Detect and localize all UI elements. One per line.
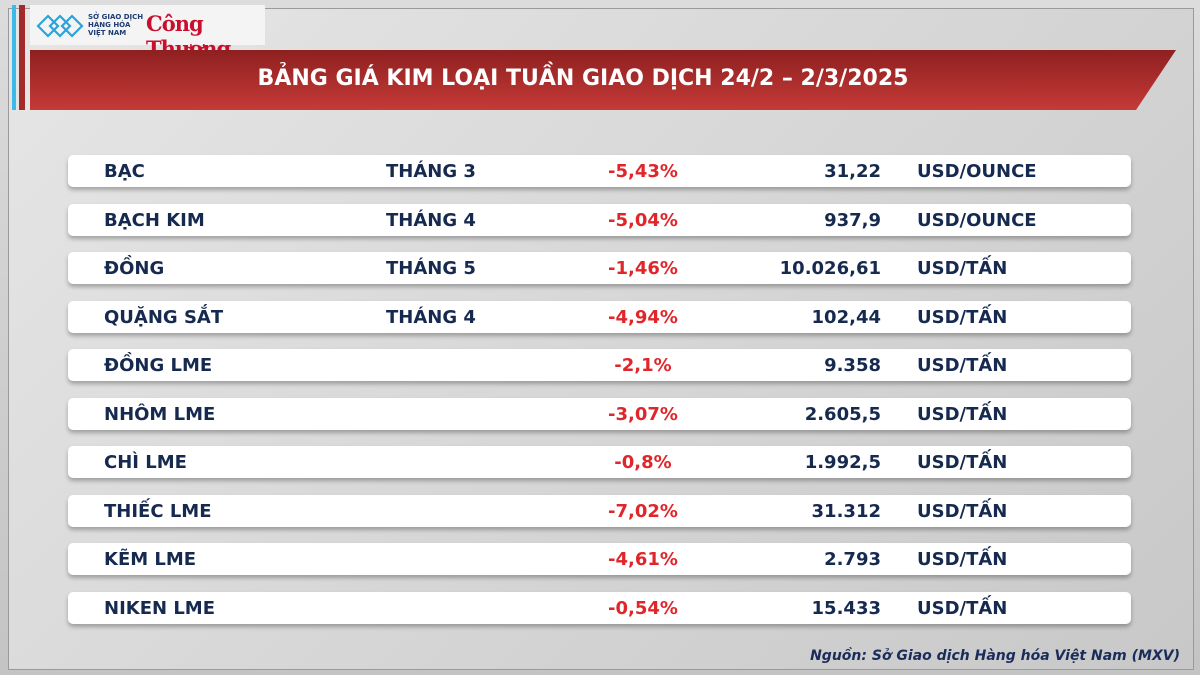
accent-stripe-blue (12, 5, 16, 110)
mxv-logo-line: HÀNG HÓA (88, 21, 131, 29)
price-change: -5,04% (608, 209, 678, 231)
price-unit: USD/OUNCE (917, 209, 1037, 231)
price-change: -4,61% (608, 549, 678, 570)
table-row: CHÌ LME -0,8% 1.992,5 USD/TẤN (68, 446, 1131, 478)
price-change: -1,46% (608, 258, 678, 279)
mxv-logo-text: SỞ GIAO DỊCH HÀNG HÓA VIỆT NAM (88, 13, 143, 37)
metal-name: BẠC (104, 161, 145, 182)
metal-name: KẼM LME (104, 549, 197, 570)
table-row: THIẾC LME -7,02% 31.312 USD/TẤN (68, 494, 1131, 527)
price-change: -0,54% (608, 597, 678, 619)
price-unit: USD/TẤN (917, 597, 1008, 619)
price-value: 31.312 (811, 500, 881, 522)
price-change: -5,43% (608, 161, 678, 182)
price-unit: USD/TẤN (917, 500, 1008, 522)
metal-name: ĐỒNG LME (104, 355, 213, 376)
price-unit: USD/TẤN (917, 258, 1008, 279)
price-value: 2.793 (824, 549, 881, 570)
price-change: -4,94% (608, 306, 678, 328)
price-unit: USD/TẤN (917, 452, 1008, 473)
accent-stripe-red (19, 5, 25, 110)
metal-name: ĐỒNG (104, 258, 165, 279)
source-note: Nguồn: Sở Giao dịch Hàng hóa Việt Nam (M… (810, 648, 1180, 664)
price-unit: USD/TẤN (917, 355, 1008, 376)
contract-month: THÁNG 4 (386, 306, 476, 328)
price-unit: USD/TẤN (917, 306, 1008, 328)
price-value: 937,9 (824, 209, 881, 231)
mxv-logo-line: SỞ GIAO DỊCH (88, 13, 144, 21)
price-value: 10.026,61 (779, 258, 881, 279)
metal-name: THIẾC LME (104, 500, 212, 522)
price-change: -0,8% (614, 452, 672, 473)
metal-name: NIKEN LME (104, 597, 216, 619)
contract-month: THÁNG 5 (386, 258, 476, 279)
mxv-logo-line: VIỆT NAM (88, 29, 127, 37)
price-value: 31,22 (824, 161, 881, 182)
logo-bar: SỞ GIAO DỊCH HÀNG HÓA VIỆT NAM Công Thươ… (30, 5, 265, 61)
title-banner: BẢNG GIÁ KIM LOẠI TUẦN GIAO DỊCH 24/2 – … (30, 50, 1176, 110)
price-value: 102,44 (811, 306, 881, 328)
table-row: KẼM LME -4,61% 2.793 USD/TẤN (68, 543, 1131, 575)
price-value: 9.358 (824, 355, 881, 376)
price-unit: USD/TẤN (917, 403, 1008, 425)
page-title: BẢNG GIÁ KIM LOẠI TUẦN GIAO DỊCH 24/2 – … (257, 66, 909, 91)
metal-name: CHÌ LME (104, 452, 187, 473)
price-unit: USD/OUNCE (917, 161, 1037, 182)
contract-month: THÁNG 4 (386, 209, 476, 231)
table-row: ĐỒNG LME -2,1% 9.358 USD/TẤN (68, 349, 1131, 381)
metal-name: QUẶNG SẮT (104, 306, 224, 328)
table-row: NHÔM LME -3,07% 2.605,5 USD/TẤN (68, 397, 1131, 430)
price-value: 15.433 (811, 597, 881, 619)
price-value: 2.605,5 (804, 403, 881, 425)
contract-month: THÁNG 3 (386, 161, 476, 182)
mxv-logo-icon (36, 14, 84, 38)
price-change: -7,02% (608, 500, 678, 522)
price-unit: USD/TẤN (917, 549, 1008, 570)
metal-name: BẠCH KIM (104, 209, 205, 231)
table-row: QUẶNG SẮT THÁNG 4 -4,94% 102,44 USD/TẤN (68, 300, 1131, 333)
metal-name: NHÔM LME (104, 403, 216, 425)
table-row: NIKEN LME -0,54% 15.433 USD/TẤN (68, 591, 1131, 624)
table-row: BẠC THÁNG 3 -5,43% 31,22 USD/OUNCE (68, 155, 1131, 187)
price-value: 1.992,5 (804, 452, 881, 473)
price-change: -2,1% (614, 355, 672, 376)
price-change: -3,07% (608, 403, 678, 425)
table-row: ĐỒNG THÁNG 5 -1,46% 10.026,61 USD/TẤN (68, 252, 1131, 284)
table-row: BẠCH KIM THÁNG 4 -5,04% 937,9 USD/OUNCE (68, 203, 1131, 236)
